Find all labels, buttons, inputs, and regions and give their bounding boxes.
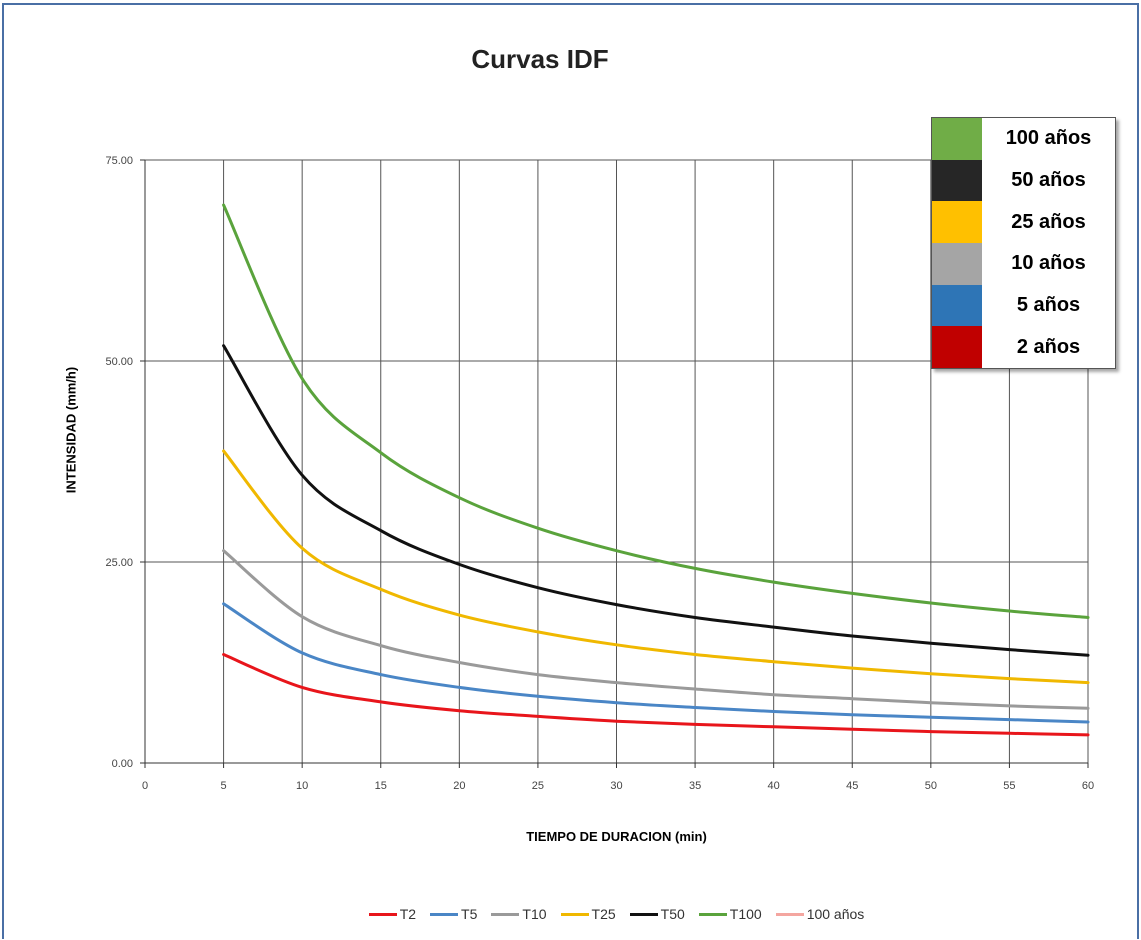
legend-color-swatch (932, 326, 982, 369)
series-legend-label: T25 (591, 906, 616, 922)
x-tick-label: 5 (221, 780, 227, 792)
series-legend-item: T50 (629, 906, 685, 922)
series-line-t100 (222, 203, 1090, 619)
y-tick-label: 75.00 (105, 155, 133, 167)
x-tick-label: 20 (453, 780, 465, 792)
chart-title: Curvas IDF (471, 44, 609, 74)
series-legend-item: T10 (491, 906, 547, 922)
series-legend-item: 100 años (775, 906, 865, 922)
return-period-legend: 100 años 50 años 25 años 10 años 5 años 2 año… (931, 117, 1116, 369)
series-legend-line (430, 912, 459, 916)
legend-label: 5 años (1016, 294, 1081, 317)
y-tick-label: 25.00 (105, 557, 133, 569)
legend-label: 25 años (1011, 210, 1086, 233)
x-tick-label: 15 (375, 780, 387, 792)
legend-row: 5 años (932, 284, 1115, 327)
series-legend-item: T25 (560, 906, 616, 922)
legend-label: 50 años (1011, 169, 1086, 191)
legend-label: 100 años (1005, 127, 1092, 150)
y-tick-label: 0.00 (112, 758, 133, 770)
y-tick-label: 50.00 (105, 356, 133, 368)
series-line-t25 (222, 449, 1090, 685)
series-legend-item: T100 (698, 906, 762, 922)
x-tick-label: 30 (610, 780, 622, 792)
x-tick-label: 40 (768, 780, 780, 792)
legend-color-swatch (932, 284, 982, 327)
legend-color-swatch (932, 118, 982, 160)
legend-color-swatch (932, 159, 982, 202)
series-legend: T2 T5 T10 T25 T50 T100 100 años (145, 906, 1088, 922)
x-tick-label: 0 (142, 780, 148, 792)
series-legend-line (560, 912, 589, 916)
series-line-t10 (222, 549, 1090, 710)
x-tick-label: 50 (925, 780, 937, 792)
series-legend-line (491, 912, 520, 916)
series-legend-line (775, 912, 804, 916)
x-tick-label: 25 (532, 780, 544, 792)
series-line-t2 (222, 653, 1090, 737)
series-legend-line (629, 912, 658, 916)
series-legend-label: T100 (729, 906, 762, 922)
series-legend-label: T2 (399, 906, 417, 922)
series-legend-line (698, 912, 727, 916)
x-tick-label: 45 (846, 780, 858, 792)
legend-row: 50 años (932, 159, 1115, 202)
x-axis-label: TIEMPO DE DURACION (min) (526, 829, 707, 844)
legend-row: 100 años (932, 118, 1115, 160)
x-tick-label: 60 (1082, 780, 1094, 792)
legend-label: 10 años (1011, 252, 1086, 275)
series-legend-label: T50 (660, 906, 685, 922)
series-line-t5 (222, 602, 1090, 724)
legend-row: 10 años (932, 243, 1115, 285)
x-tick-label: 55 (1003, 780, 1015, 792)
series-legend-label: 100 años (806, 906, 865, 922)
series-legend-line (368, 912, 397, 916)
series-legend-label: T5 (461, 906, 478, 922)
series-legend-item: T2 (368, 906, 417, 922)
legend-row: 2 años (932, 326, 1115, 369)
legend-color-swatch (932, 243, 982, 285)
legend-row: 25 años (932, 201, 1115, 244)
legend-color-swatch (932, 201, 982, 244)
series-line-t50 (222, 344, 1090, 657)
series-legend-item: T5 (430, 906, 477, 922)
x-tick-label: 10 (296, 780, 308, 792)
x-tick-label: 35 (689, 780, 701, 792)
series-legend-label: T10 (522, 906, 547, 922)
legend-label: 2 años (1016, 335, 1081, 358)
